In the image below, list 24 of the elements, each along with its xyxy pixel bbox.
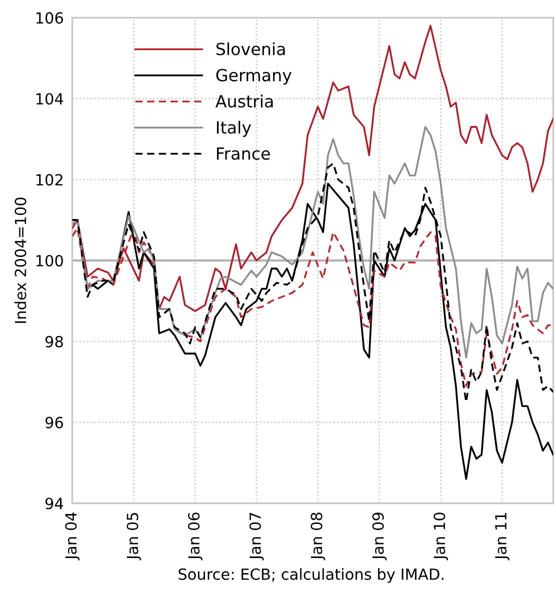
y-tick-label: 100 xyxy=(36,254,63,267)
legend-label: Germany xyxy=(216,68,292,85)
x-tick-label: Jan 10 xyxy=(434,512,448,560)
legend-label: France xyxy=(217,147,270,160)
x-tick-label: Jan 11 xyxy=(495,513,510,560)
line-series xyxy=(72,24,554,312)
source-note: Source: ECB; calculations by IMAD. xyxy=(178,568,444,583)
x-tick-label: Jan 04 xyxy=(65,512,80,560)
y-tick-label: 94 xyxy=(45,498,64,510)
x-tick-label: Jan 09 xyxy=(372,512,387,560)
y-tick-label: 104 xyxy=(36,93,64,105)
y-tick-label: 98 xyxy=(45,336,63,348)
x-tick-label: Jan 05 xyxy=(126,512,142,560)
legend-label: Italy xyxy=(217,120,252,137)
legend-label: Slovenia xyxy=(216,42,285,56)
line-series xyxy=(72,227,554,387)
y-tick-label: 102 xyxy=(36,174,62,186)
y-axis-title: Index 2004=100 xyxy=(14,198,26,323)
y-tick-label: 96 xyxy=(45,416,63,428)
x-tick-label: Jan 07 xyxy=(249,512,264,560)
legend-label: Austria xyxy=(216,94,273,108)
x-tick-label: Jan 06 xyxy=(188,512,202,560)
x-tick-label: Jan 08 xyxy=(310,512,326,560)
y-tick-label: 106 xyxy=(36,12,63,24)
